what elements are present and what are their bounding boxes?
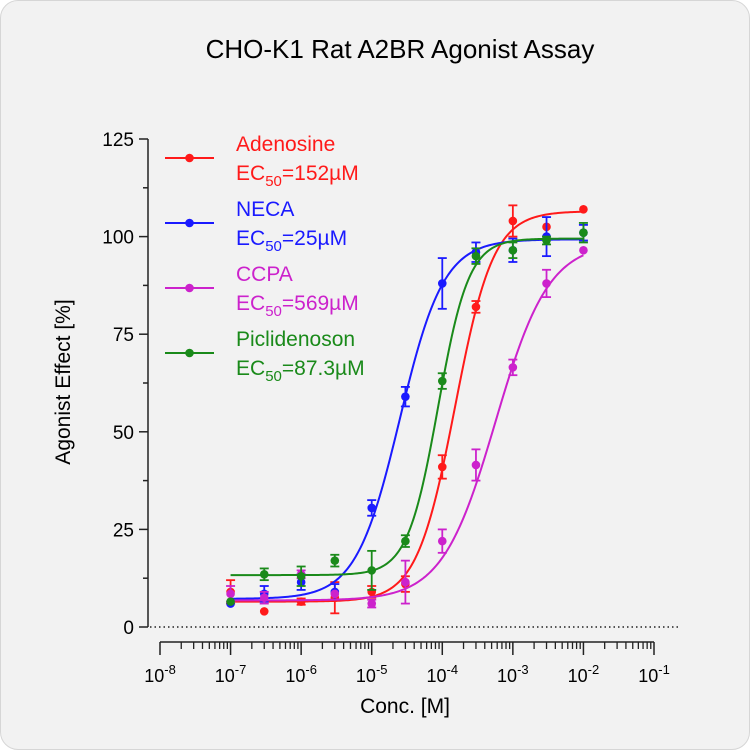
x-tick-label: 10-3 <box>497 662 529 686</box>
data-point <box>259 607 269 616</box>
legend-label-0: Adenosine <box>236 133 335 156</box>
data-point <box>508 363 518 372</box>
data-point <box>471 251 481 261</box>
legend-marker-1 <box>185 218 194 228</box>
data-point <box>367 566 377 575</box>
legend-ec50-1: EC50=25µM <box>236 227 347 255</box>
y-tick-label: 25 <box>113 520 134 541</box>
legend-marker-2 <box>185 283 194 293</box>
x-tick-label: 10-2 <box>568 662 600 686</box>
data-point <box>296 571 306 581</box>
legend-label-2: CCPA <box>236 263 293 286</box>
legend-label-1: NECA <box>236 198 294 221</box>
data-point <box>367 503 377 513</box>
y-axis-label: Agonist Effect [%] <box>52 299 75 464</box>
x-axis-label: Conc. [M] <box>360 695 450 718</box>
data-point <box>579 245 588 255</box>
data-point <box>579 204 588 214</box>
y-tick-label: 0 <box>123 618 134 639</box>
legend-ec50-3: EC50=87.3µM <box>236 357 365 385</box>
data-point <box>471 302 481 312</box>
data-point <box>226 597 235 606</box>
legend-ec50-2: EC50=569µM <box>236 292 359 320</box>
data-point <box>471 460 481 470</box>
legend-marker-3 <box>185 348 194 358</box>
x-tick-label: 10-6 <box>285 662 317 686</box>
legend-marker-0 <box>185 153 194 163</box>
data-point <box>330 589 340 599</box>
data-point <box>259 593 269 603</box>
data-point <box>401 536 410 546</box>
data-point <box>542 236 551 245</box>
x-tick-label: 10-5 <box>356 662 388 686</box>
data-point <box>437 279 447 288</box>
legend-label-3: Piclidenoson <box>236 328 355 351</box>
data-point <box>401 392 410 401</box>
data-point <box>437 462 447 472</box>
data-point <box>437 376 447 386</box>
data-point <box>508 216 518 226</box>
data-point <box>367 599 377 608</box>
data-point <box>401 577 410 587</box>
x-tick-label: 10-1 <box>638 662 670 686</box>
data-point <box>330 556 340 565</box>
fit-curve-0 <box>230 210 584 603</box>
y-tick-label: 100 <box>102 228 134 249</box>
data-point <box>437 536 447 546</box>
fit-curve-2 <box>230 254 584 602</box>
legend-ec50-0: EC50=152µM <box>236 162 359 190</box>
plot-area: 0 25 50 75 100 125 10-8 10-7 10-6 10-5 10-4 10-3 10-… <box>102 130 680 686</box>
x-tick-label: 10-8 <box>144 662 176 686</box>
data-point <box>542 279 551 288</box>
y-tick-label: 75 <box>113 325 134 346</box>
x-tick-label: 10-4 <box>426 662 458 686</box>
x-tick-label: 10-7 <box>215 662 247 686</box>
data-point <box>226 589 235 599</box>
data-point <box>579 228 588 237</box>
chart-title: CHO-K1 Rat A2BR Agonist Assay <box>206 34 595 64</box>
data-point <box>259 569 269 579</box>
y-tick-label: 125 <box>102 130 134 151</box>
data-point <box>296 597 306 606</box>
y-tick-label: 50 <box>113 423 134 444</box>
data-point <box>508 245 518 255</box>
